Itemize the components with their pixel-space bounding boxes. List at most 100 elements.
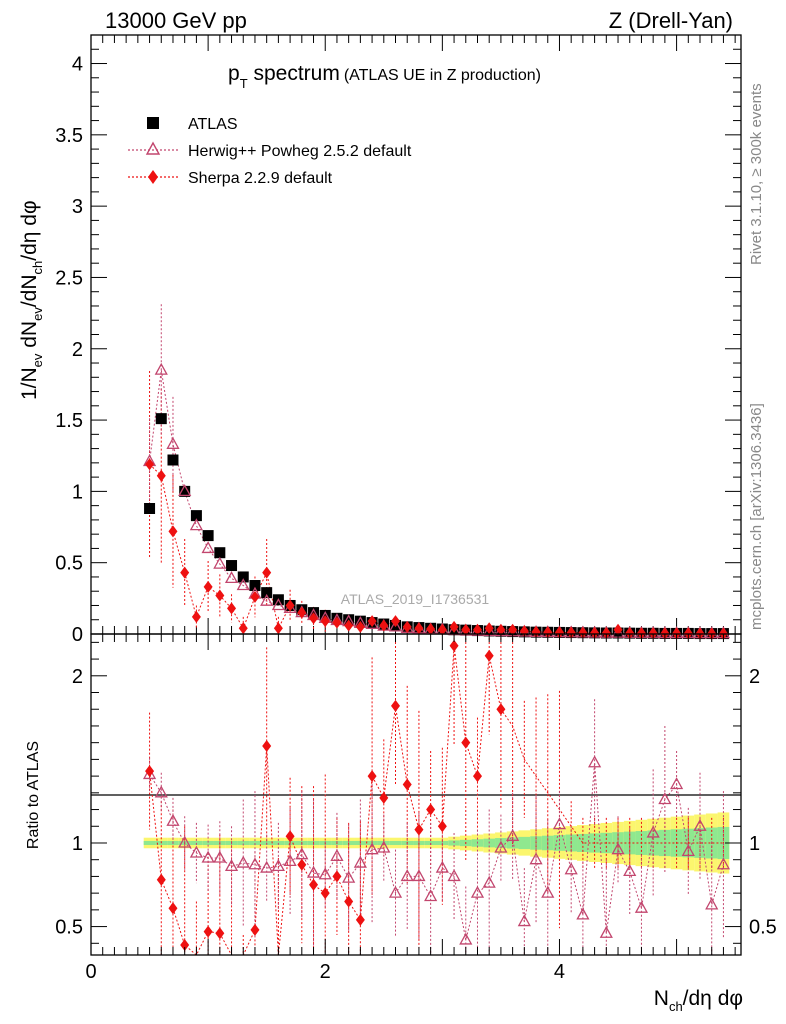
atlas-point — [214, 547, 226, 559]
herwig-ratio-point — [459, 932, 473, 945]
atlas-point — [202, 530, 214, 542]
atlas-point — [226, 560, 238, 572]
legend: ATLAS Herwig++ Powheg 2.5.2 default Sher… — [128, 116, 412, 187]
sherpa-ratio-point — [367, 770, 377, 783]
ratio-band-inner — [389, 840, 402, 845]
sherpa-ratio-point — [180, 938, 190, 951]
atlas-point — [237, 571, 249, 583]
herwig-ratio-point — [142, 767, 157, 780]
sherpa-ratio-point — [379, 791, 389, 804]
sherpa-ratio-point — [461, 736, 471, 749]
sherpa-point — [309, 612, 319, 625]
sherpa-ratio-point — [484, 649, 494, 662]
atlas-point — [261, 587, 273, 599]
ratio-xlabel: Nch/dη dφ — [654, 987, 743, 1014]
mcplots-label: mcplots.cern.ch [arXiv:1306.3436] — [748, 403, 765, 630]
ratio-ytick-label: 2 — [72, 666, 83, 688]
main-title: pT spectrum (ATLAS UE in Z production) — [228, 62, 541, 91]
herwig-ratio-point — [166, 813, 180, 826]
legend-sherpa-label: Sherpa 2.2.9 default — [188, 170, 333, 187]
ratio-band-inner — [143, 840, 156, 845]
title-sub: T — [240, 76, 248, 91]
main-ytick-label: 2.5 — [55, 267, 83, 289]
herwig-ratio-point — [248, 857, 262, 870]
sherpa-point — [531, 625, 541, 638]
main-ytick-label: 3.5 — [55, 125, 83, 147]
herwig-point — [271, 598, 285, 611]
herwig-ratio-point — [716, 857, 731, 870]
sherpa-point — [367, 615, 377, 628]
main-ylabel: 1/Nev dNev/dNch/dη dφ — [18, 200, 45, 400]
sherpa-point — [484, 622, 494, 635]
sherpa-point — [332, 616, 342, 629]
herwig-ratio-point — [271, 859, 285, 872]
legend-herwig-label: Herwig++ Powheg 2.5.2 default — [188, 143, 412, 160]
sherpa-ratio-point — [426, 803, 436, 816]
legend-atlas-label: ATLAS — [188, 116, 238, 133]
sherpa-ratio-point — [145, 765, 155, 778]
ratio-band-inner — [249, 840, 261, 845]
sherpa-point — [543, 626, 553, 639]
sherpa-point — [215, 589, 225, 602]
herwig-ratio-point — [599, 925, 613, 938]
sherpa-point — [554, 626, 564, 639]
atlas-point — [249, 580, 261, 592]
sherpa-ratio-line — [149, 645, 724, 956]
ratio-band-inner — [518, 836, 531, 850]
sherpa-point — [180, 566, 190, 579]
herwig-ratio-point — [236, 855, 250, 868]
herwig-ratio-point — [424, 889, 438, 902]
atlas-point — [155, 413, 167, 425]
sherpa-point — [297, 606, 307, 619]
sherpa-point — [355, 620, 365, 633]
sherpa-ratio-point — [472, 770, 482, 783]
sherpa-ratio-point — [332, 870, 342, 883]
sherpa-ratio-point — [355, 913, 365, 926]
sherpa-ratio-point — [437, 820, 447, 833]
herwig-ratio-point — [224, 859, 239, 872]
herwig-point — [154, 362, 168, 375]
herwig-ratio-point — [154, 785, 168, 798]
sherpa-point — [262, 566, 272, 579]
herwig-point — [260, 593, 274, 606]
sherpa-point — [238, 622, 248, 635]
herwig-ratio-point — [552, 817, 567, 830]
herwig-ratio-point — [283, 854, 297, 867]
herwig-ratio-point — [564, 862, 578, 875]
sherpa-ratio-point — [320, 887, 330, 900]
ratio-band-inner — [448, 840, 460, 846]
sherpa-ratio-point — [215, 927, 225, 940]
legend-sherpa-marker — [148, 170, 158, 184]
herwig-ratio-point — [400, 869, 414, 882]
legend-herwig-marker — [145, 141, 161, 155]
sherpa-point — [472, 623, 482, 636]
herwig-ratio-point — [330, 849, 344, 862]
ratio-ytick-label: 0.5 — [55, 917, 83, 939]
sherpa-point — [203, 580, 213, 593]
sherpa-ratio-point — [297, 858, 307, 871]
main-ytick-label: 1.5 — [55, 410, 83, 432]
herwig-ratio-point — [611, 842, 625, 855]
ratio-panel: 0.5 0.5 1 1 2 2 0 2 4 Ratio to ATLAS Nch/dη dφ — [25, 633, 777, 1014]
sherpa-ratio-point — [262, 740, 272, 753]
sherpa-ratio-point — [391, 699, 401, 712]
main-panel: 0 0.5 1 1.5 2 2.5 3 3.5 4 ATLAS_2019_I1736531 pT… — [18, 34, 742, 646]
herwig-point — [224, 571, 239, 584]
main-ytick-label: 4 — [72, 54, 83, 76]
sherpa-point — [578, 626, 588, 639]
sherpa-point — [437, 623, 447, 636]
ratio-ytick-label-right: 1 — [749, 833, 760, 855]
sherpa-ratio-point — [156, 873, 166, 886]
sherpa-ratio-point — [309, 878, 319, 891]
herwig-ratio-point — [517, 914, 531, 927]
header-left: 13000 GeV pp — [105, 8, 247, 33]
herwig-point — [236, 578, 250, 591]
herwig-ratio-point — [189, 845, 204, 858]
herwig-point — [178, 484, 192, 497]
herwig-ratio-point — [353, 855, 367, 868]
atlas-point — [167, 454, 179, 466]
sherpa-point — [625, 627, 635, 640]
ratio-band-inner — [237, 840, 250, 845]
ratio-xtick-label: 4 — [554, 961, 565, 983]
rivet-label: Rivet 3.1.10, ≥ 300k events — [748, 83, 765, 265]
